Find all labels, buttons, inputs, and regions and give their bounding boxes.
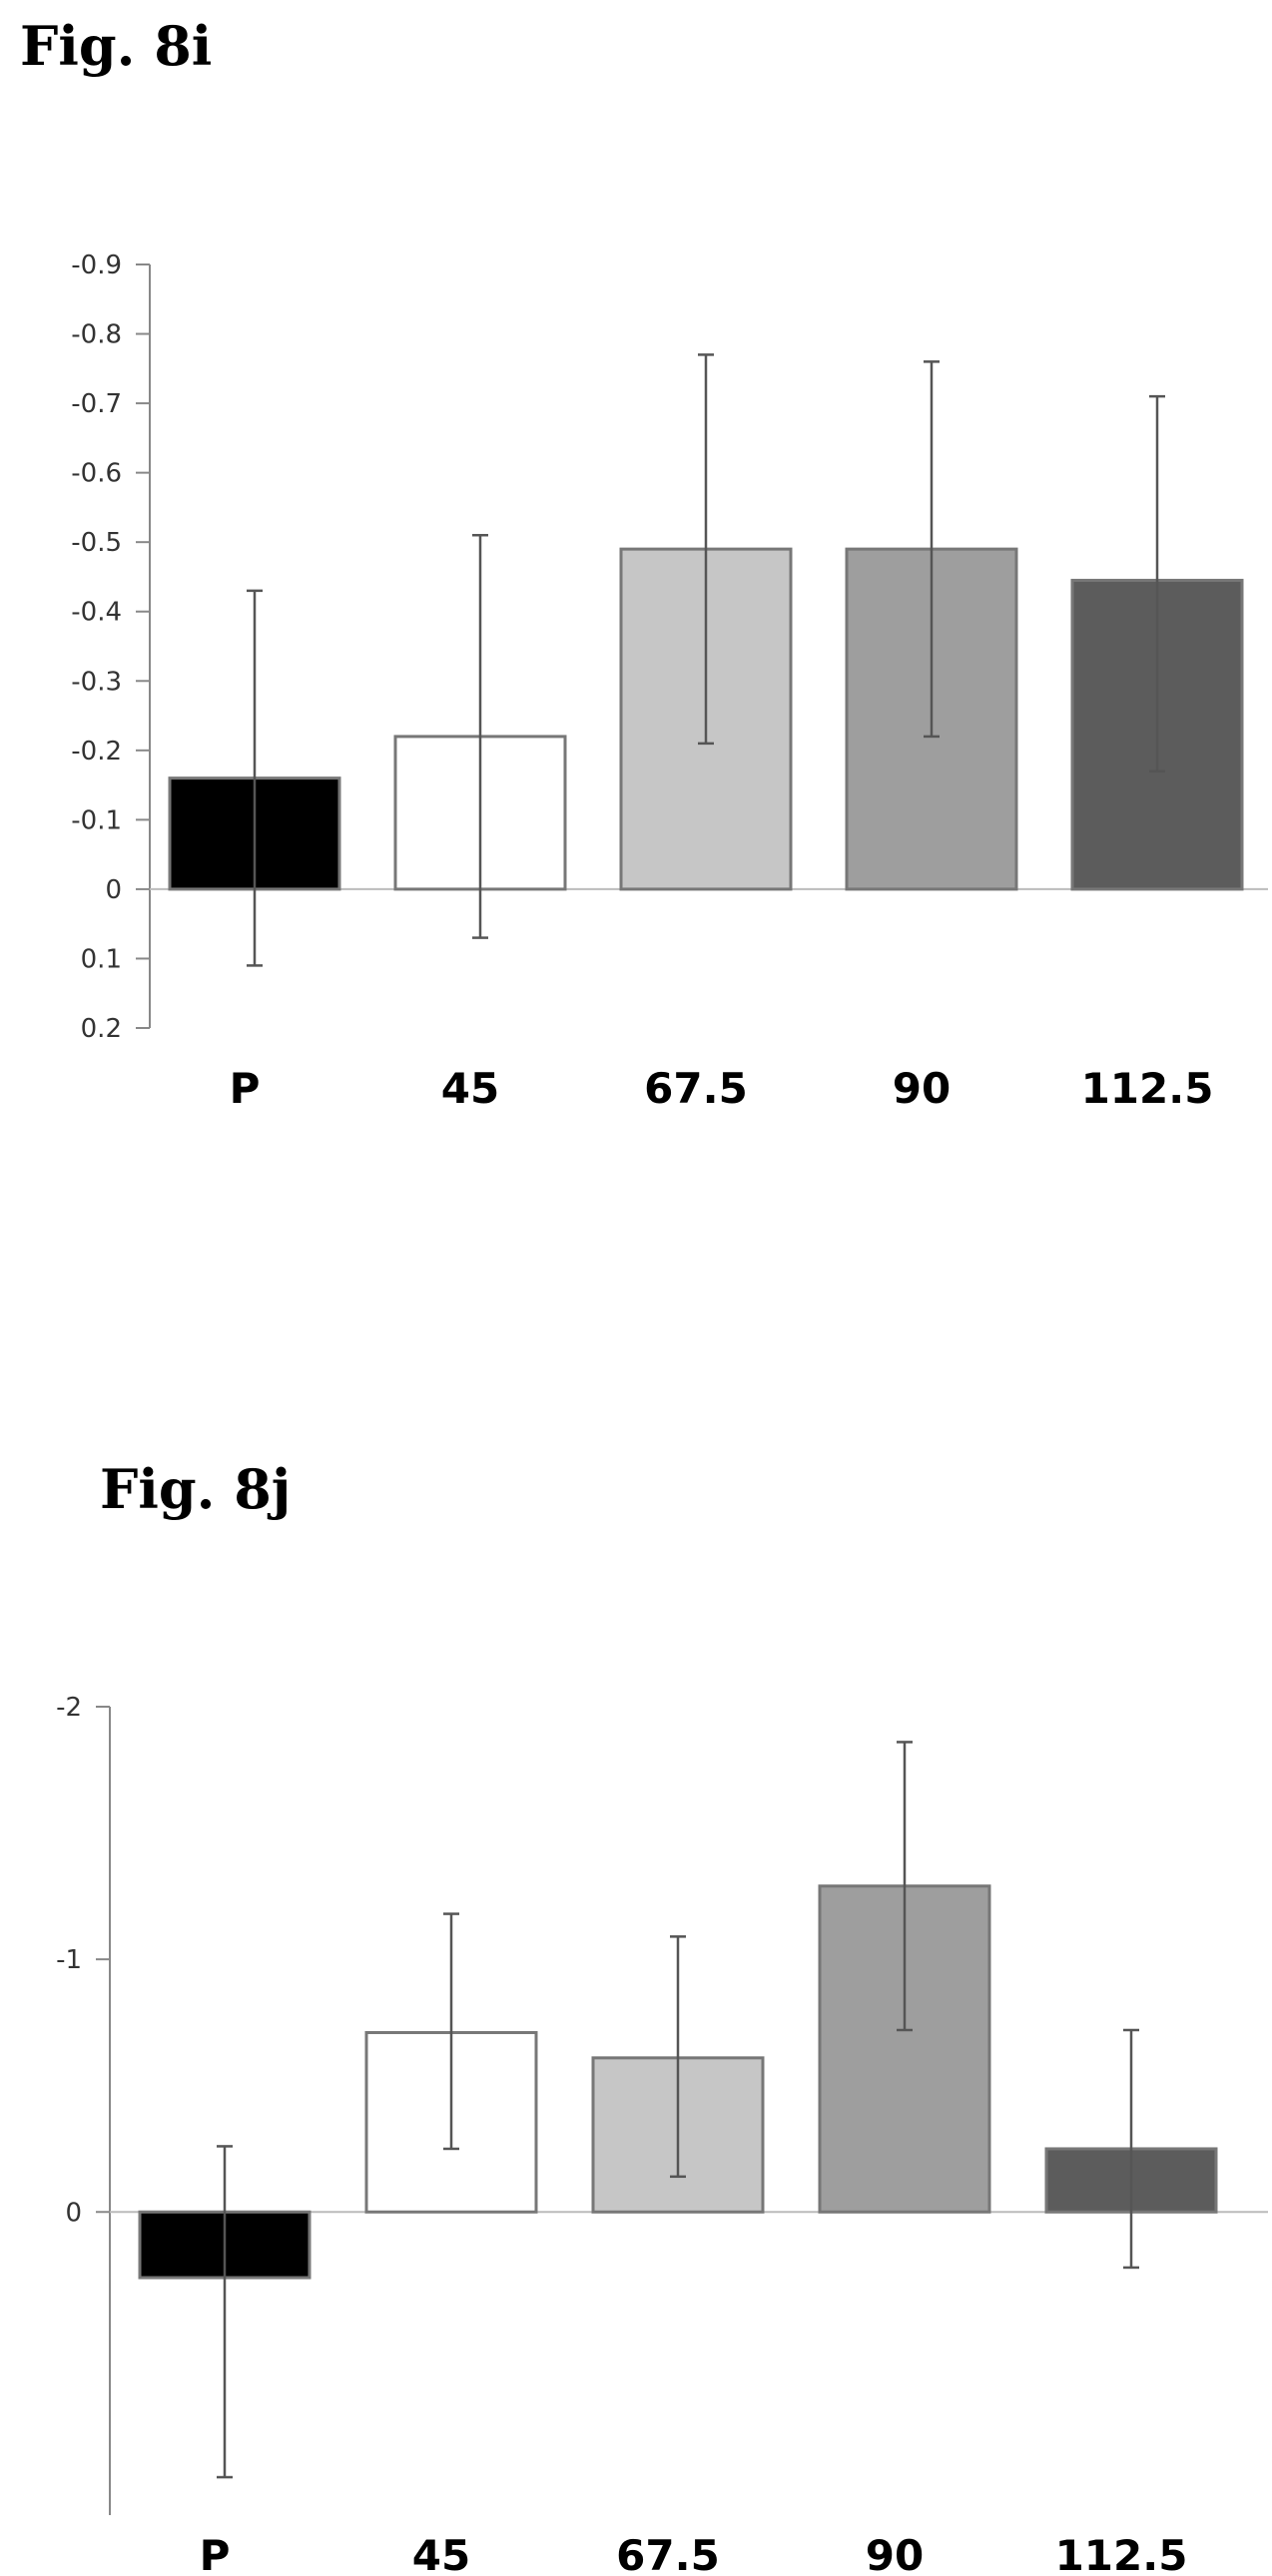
y-tick-label: -0.6 — [71, 459, 122, 489]
x-category-label: P — [230, 1064, 261, 1113]
x-category-label: 112.5 — [1081, 1064, 1214, 1113]
y-tick-label: -0.9 — [71, 251, 122, 280]
figure-8j-chart: -2 -1 0 P 45 67.5 90 112.5 — [0, 1657, 1272, 2576]
y-tick-label: 0 — [105, 875, 122, 905]
x-category-label: 90 — [866, 2531, 924, 2576]
figure-8i-chart: -0.9 -0.8 -0.7 -0.6 -0.5 -0.4 -0.3 -0.2 -0.1 0 0.1… — [0, 220, 1272, 1138]
y-tick-label: -0.1 — [71, 805, 122, 835]
y-tick-label: -0.2 — [71, 737, 122, 767]
x-category-label: P — [200, 2531, 231, 2576]
y-tick-label: -0.7 — [71, 389, 122, 419]
y-tick-label: 0.2 — [81, 1014, 122, 1044]
y-tick-label: -0.8 — [71, 320, 122, 350]
y-tick-label: -2 — [56, 1693, 82, 1723]
y-tick-label: 0 — [65, 2198, 82, 2228]
x-category-label: 90 — [893, 1064, 951, 1113]
x-category-label: 45 — [412, 2531, 470, 2576]
figure-8i-title: Fig. 8i — [20, 14, 212, 78]
y-tick-label: -0.4 — [71, 598, 122, 628]
x-category-label: 45 — [441, 1064, 499, 1113]
y-tick-label: 0.1 — [81, 944, 122, 974]
x-category-label: 112.5 — [1055, 2531, 1188, 2576]
y-tick-label: -0.3 — [71, 667, 122, 697]
y-tick-label: -1 — [56, 1945, 82, 1975]
x-category-label: 67.5 — [616, 2531, 720, 2576]
figure-8j-title: Fig. 8j — [100, 1457, 291, 1521]
y-tick-label: -0.5 — [71, 528, 122, 558]
x-category-label: 67.5 — [644, 1064, 748, 1113]
